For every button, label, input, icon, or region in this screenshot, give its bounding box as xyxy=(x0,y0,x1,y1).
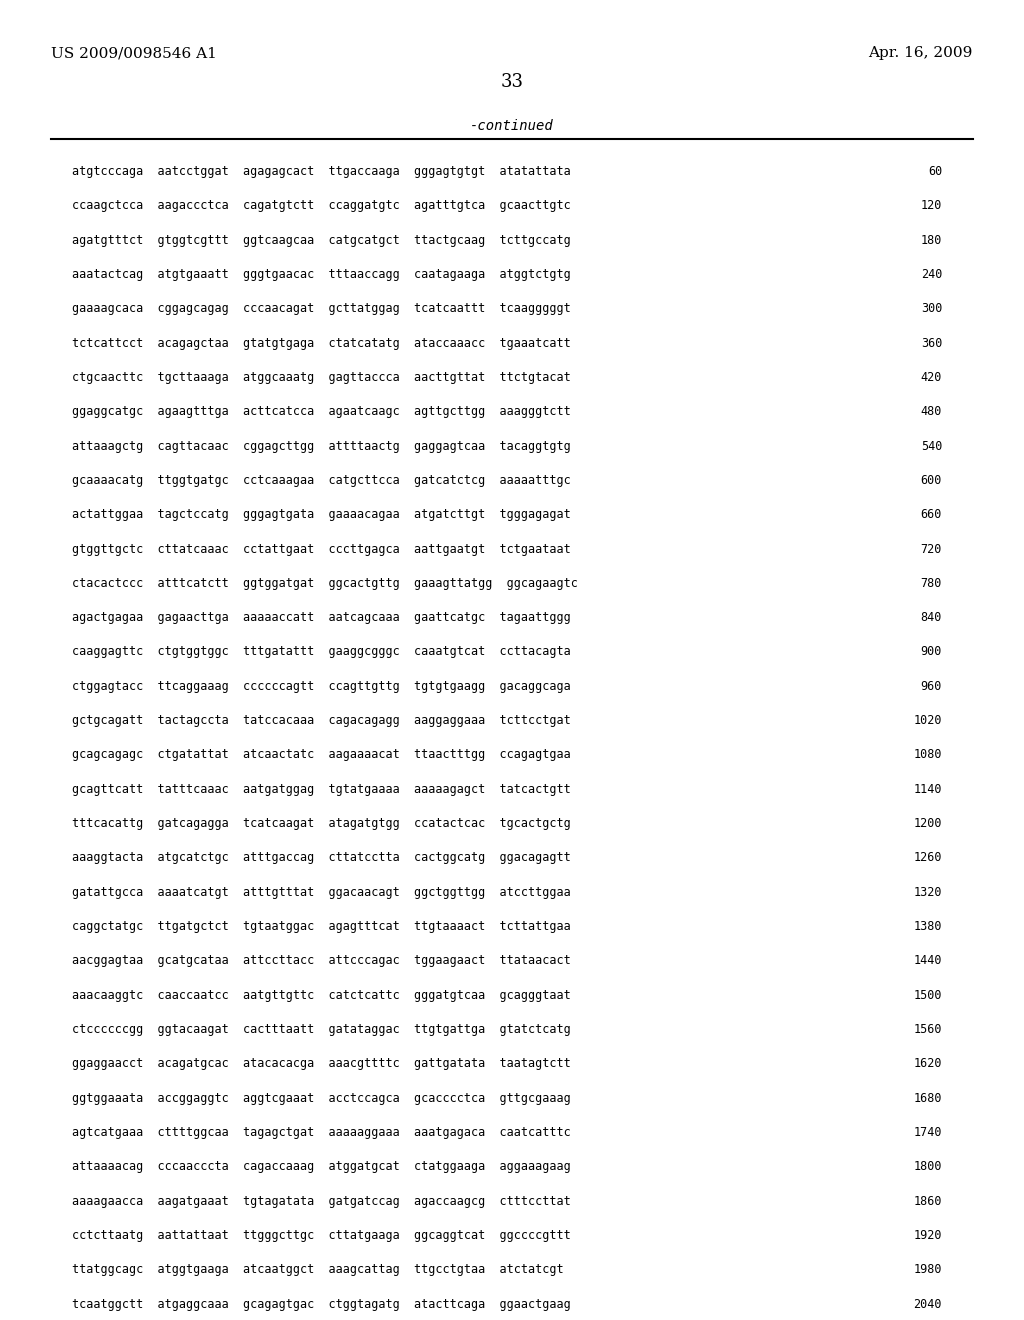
Text: 960: 960 xyxy=(921,680,942,693)
Text: gatattgcca  aaaatcatgt  atttgtttat  ggacaacagt  ggctggttgg  atccttggaa: gatattgcca aaaatcatgt atttgtttat ggacaac… xyxy=(72,886,570,899)
Text: 1860: 1860 xyxy=(913,1195,942,1208)
Text: 33: 33 xyxy=(501,73,523,91)
Text: 1080: 1080 xyxy=(913,748,942,762)
Text: 240: 240 xyxy=(921,268,942,281)
Text: attaaaacag  cccaacccta  cagaccaaag  atggatgcat  ctatggaaga  aggaaagaag: attaaaacag cccaacccta cagaccaaag atggatg… xyxy=(72,1160,570,1173)
Text: cctcttaatg  aattattaat  ttgggcttgc  cttatgaaga  ggcaggtcat  ggccccgttt: cctcttaatg aattattaat ttgggcttgc cttatga… xyxy=(72,1229,570,1242)
Text: 600: 600 xyxy=(921,474,942,487)
Text: tcaatggctt  atgaggcaaa  gcagagtgac  ctggtagatg  atacttcaga  ggaactgaag: tcaatggctt atgaggcaaa gcagagtgac ctggtag… xyxy=(72,1298,570,1311)
Text: 1740: 1740 xyxy=(913,1126,942,1139)
Text: attaaagctg  cagttacaac  cggagcttgg  attttaactg  gaggagtcaa  tacaggtgtg: attaaagctg cagttacaac cggagcttgg attttaa… xyxy=(72,440,570,453)
Text: caggctatgc  ttgatgctct  tgtaatggac  agagtttcat  ttgtaaaact  tcttattgaa: caggctatgc ttgatgctct tgtaatggac agagttt… xyxy=(72,920,570,933)
Text: 780: 780 xyxy=(921,577,942,590)
Text: 2040: 2040 xyxy=(913,1298,942,1311)
Text: gcagttcatt  tatttcaaac  aatgatggag  tgtatgaaaa  aaaaagagct  tatcactgtt: gcagttcatt tatttcaaac aatgatggag tgtatga… xyxy=(72,783,570,796)
Text: aacggagtaa  gcatgcataa  attccttacc  attcccagac  tggaagaact  ttataacact: aacggagtaa gcatgcataa attccttacc attccca… xyxy=(72,954,570,968)
Text: agatgtttct  gtggtcgttt  ggtcaagcaa  catgcatgct  ttactgcaag  tcttgccatg: agatgtttct gtggtcgttt ggtcaagcaa catgcat… xyxy=(72,234,570,247)
Text: 840: 840 xyxy=(921,611,942,624)
Text: ctgcaacttc  tgcttaaaga  atggcaaatg  gagttaccca  aacttgttat  ttctgtacat: ctgcaacttc tgcttaaaga atggcaaatg gagttac… xyxy=(72,371,570,384)
Text: 480: 480 xyxy=(921,405,942,418)
Text: caaggagttc  ctgtggtggc  tttgatattt  gaaggcgggc  caaatgtcat  ccttacagta: caaggagttc ctgtggtggc tttgatattt gaaggcg… xyxy=(72,645,570,659)
Text: Apr. 16, 2009: Apr. 16, 2009 xyxy=(868,46,973,61)
Text: 1440: 1440 xyxy=(913,954,942,968)
Text: ctacactccc  atttcatctt  ggtggatgat  ggcactgttg  gaaagttatgg  ggcagaagtc: ctacactccc atttcatctt ggtggatgat ggcactg… xyxy=(72,577,578,590)
Text: 720: 720 xyxy=(921,543,942,556)
Text: 1380: 1380 xyxy=(913,920,942,933)
Text: 1560: 1560 xyxy=(913,1023,942,1036)
Text: actattggaa  tagctccatg  gggagtgata  gaaaacagaa  atgatcttgt  tgggagagat: actattggaa tagctccatg gggagtgata gaaaaca… xyxy=(72,508,570,521)
Text: aaatactcag  atgtgaaatt  gggtgaacac  tttaaccagg  caatagaaga  atggtctgtg: aaatactcag atgtgaaatt gggtgaacac tttaacc… xyxy=(72,268,570,281)
Text: 300: 300 xyxy=(921,302,942,315)
Text: ctggagtacc  ttcaggaaag  ccccccagtt  ccagttgttg  tgtgtgaagg  gacaggcaga: ctggagtacc ttcaggaaag ccccccagtt ccagttg… xyxy=(72,680,570,693)
Text: 1020: 1020 xyxy=(913,714,942,727)
Text: US 2009/0098546 A1: US 2009/0098546 A1 xyxy=(51,46,217,61)
Text: 120: 120 xyxy=(921,199,942,213)
Text: ggtggaaata  accggaggtc  aggtcgaaat  acctccagca  gcacccctca  gttgcgaaag: ggtggaaata accggaggtc aggtcgaaat acctcca… xyxy=(72,1092,570,1105)
Text: 1320: 1320 xyxy=(913,886,942,899)
Text: -continued: -continued xyxy=(470,119,554,133)
Text: gaaaagcaca  cggagcagag  cccaacagat  gcttatggag  tcatcaattt  tcaagggggt: gaaaagcaca cggagcagag cccaacagat gcttatg… xyxy=(72,302,570,315)
Text: 1500: 1500 xyxy=(913,989,942,1002)
Text: tttcacattg  gatcagagga  tcatcaagat  atagatgtgg  ccatactcac  tgcactgctg: tttcacattg gatcagagga tcatcaagat atagatg… xyxy=(72,817,570,830)
Text: 1260: 1260 xyxy=(913,851,942,865)
Text: 1980: 1980 xyxy=(913,1263,942,1276)
Text: gcaaaacatg  ttggtgatgc  cctcaaagaa  catgcttcca  gatcatctcg  aaaaatttgc: gcaaaacatg ttggtgatgc cctcaaagaa catgctt… xyxy=(72,474,570,487)
Text: atgtcccaga  aatcctggat  agagagcact  ttgaccaaga  gggagtgtgt  atatattata: atgtcccaga aatcctggat agagagcact ttgacca… xyxy=(72,165,570,178)
Text: 1800: 1800 xyxy=(913,1160,942,1173)
Text: tctcattcct  acagagctaa  gtatgtgaga  ctatcatatg  ataccaaacc  tgaaatcatt: tctcattcct acagagctaa gtatgtgaga ctatcat… xyxy=(72,337,570,350)
Text: 900: 900 xyxy=(921,645,942,659)
Text: gcagcagagc  ctgatattat  atcaactatc  aagaaaacat  ttaactttgg  ccagagtgaa: gcagcagagc ctgatattat atcaactatc aagaaaa… xyxy=(72,748,570,762)
Text: aaaggtacta  atgcatctgc  atttgaccag  cttatcctta  cactggcatg  ggacagagtt: aaaggtacta atgcatctgc atttgaccag cttatcc… xyxy=(72,851,570,865)
Text: 1620: 1620 xyxy=(913,1057,942,1071)
Text: gctgcagatt  tactagccta  tatccacaaa  cagacagagg  aaggaggaaa  tcttcctgat: gctgcagatt tactagccta tatccacaaa cagacag… xyxy=(72,714,570,727)
Text: gtggttgctc  cttatcaaac  cctattgaat  cccttgagca  aattgaatgt  tctgaataat: gtggttgctc cttatcaaac cctattgaat cccttga… xyxy=(72,543,570,556)
Text: ggaggaacct  acagatgcac  atacacacga  aaacgttttc  gattgatata  taatagtctt: ggaggaacct acagatgcac atacacacga aaacgtt… xyxy=(72,1057,570,1071)
Text: 1200: 1200 xyxy=(913,817,942,830)
Text: agactgagaa  gagaacttga  aaaaaccatt  aatcagcaaa  gaattcatgc  tagaattggg: agactgagaa gagaacttga aaaaaccatt aatcagc… xyxy=(72,611,570,624)
Text: 1140: 1140 xyxy=(913,783,942,796)
Text: 60: 60 xyxy=(928,165,942,178)
Text: aaacaaggtc  caaccaatcc  aatgttgttc  catctcattc  gggatgtcaa  gcagggtaat: aaacaaggtc caaccaatcc aatgttgttc catctca… xyxy=(72,989,570,1002)
Text: 540: 540 xyxy=(921,440,942,453)
Text: ggaggcatgc  agaagtttga  acttcatcca  agaatcaagc  agttgcttgg  aaagggtctt: ggaggcatgc agaagtttga acttcatcca agaatca… xyxy=(72,405,570,418)
Text: ttatggcagc  atggtgaaga  atcaatggct  aaagcattag  ttgcctgtaa  atctatcgt: ttatggcagc atggtgaaga atcaatggct aaagcat… xyxy=(72,1263,563,1276)
Text: agtcatgaaa  cttttggcaa  tagagctgat  aaaaaggaaa  aaatgagaca  caatcatttc: agtcatgaaa cttttggcaa tagagctgat aaaaagg… xyxy=(72,1126,570,1139)
Text: 1920: 1920 xyxy=(913,1229,942,1242)
Text: 180: 180 xyxy=(921,234,942,247)
Text: 420: 420 xyxy=(921,371,942,384)
Text: 360: 360 xyxy=(921,337,942,350)
Text: 660: 660 xyxy=(921,508,942,521)
Text: ctccccccgg  ggtacaagat  cactttaatt  gatataggac  ttgtgattga  gtatctcatg: ctccccccgg ggtacaagat cactttaatt gatatag… xyxy=(72,1023,570,1036)
Text: 1680: 1680 xyxy=(913,1092,942,1105)
Text: ccaagctcca  aagaccctca  cagatgtctt  ccaggatgtc  agatttgtca  gcaacttgtc: ccaagctcca aagaccctca cagatgtctt ccaggat… xyxy=(72,199,570,213)
Text: aaaagaacca  aagatgaaat  tgtagatata  gatgatccag  agaccaagcg  ctttccttat: aaaagaacca aagatgaaat tgtagatata gatgatc… xyxy=(72,1195,570,1208)
